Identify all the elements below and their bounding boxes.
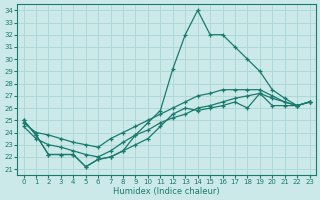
- X-axis label: Humidex (Indice chaleur): Humidex (Indice chaleur): [113, 187, 220, 196]
